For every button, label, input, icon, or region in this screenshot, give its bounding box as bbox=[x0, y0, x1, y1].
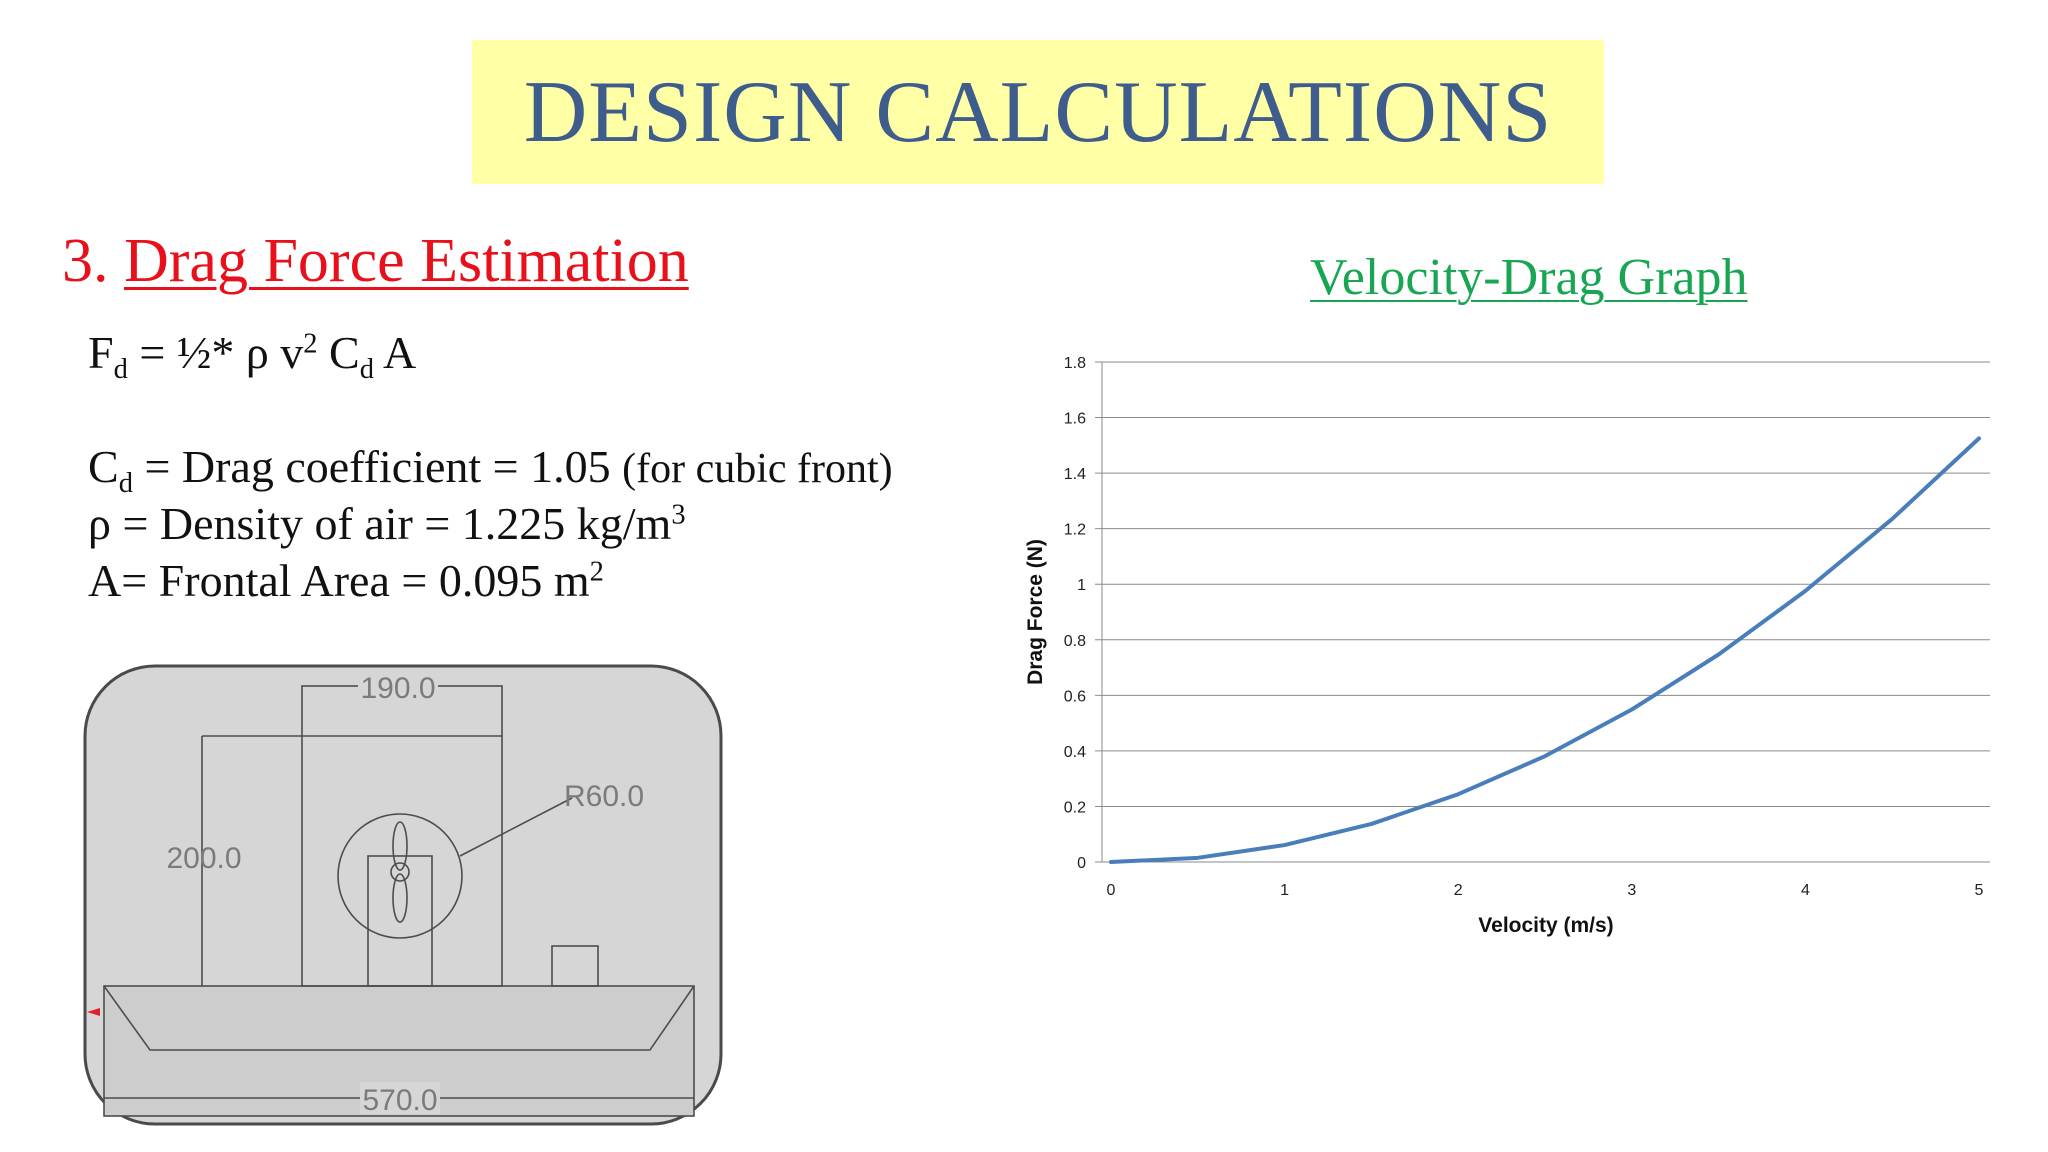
section-heading: 3. Drag Force Estimation bbox=[62, 226, 689, 297]
y-tick-label: 0.8 bbox=[1064, 633, 1086, 650]
def-area-text: A= Frontal Area = 0.095 m bbox=[88, 555, 590, 606]
x-tick-labels: 0 1 2 3 4 5 bbox=[1107, 882, 1984, 899]
def-rho-sup: 3 bbox=[671, 499, 686, 531]
y-tick-label: 1.8 bbox=[1064, 355, 1086, 372]
section-number: 3. bbox=[62, 227, 109, 295]
formula-c-sub: d bbox=[359, 353, 374, 385]
formula-eq: = bbox=[127, 327, 177, 378]
x-tick-label: 0 bbox=[1107, 882, 1116, 899]
definition-area: A= Frontal Area = 0.095 m2 bbox=[88, 554, 604, 607]
fan-hub bbox=[390, 862, 410, 882]
x-tick-label: 4 bbox=[1801, 882, 1810, 899]
fan-mount bbox=[367, 855, 433, 987]
def-cd-text: = Drag coefficient = 1.05 bbox=[132, 441, 623, 492]
dim-length: 570.0 bbox=[362, 1084, 437, 1117]
formula-f: F bbox=[88, 327, 114, 378]
radius-leader bbox=[459, 797, 573, 857]
x-tick-label: 3 bbox=[1627, 882, 1636, 899]
x-tick-label: 1 bbox=[1280, 882, 1289, 899]
x-tick-label: 2 bbox=[1454, 882, 1463, 899]
dim-height: 200.0 bbox=[166, 842, 241, 875]
def-rho-text: ρ = Density of air = 1.225 kg/m bbox=[88, 498, 672, 549]
hull-profile bbox=[103, 985, 695, 1051]
velocity-drag-chart: 0 0.2 0.4 0.6 0.8 1 1.2 1.4 1.6 1.8 0 1 2 3 4 5 Veloci… bbox=[1024, 355, 1990, 937]
small-box bbox=[551, 945, 599, 987]
y-tick-label: 0 bbox=[1077, 855, 1086, 872]
dim-width: 190.0 bbox=[360, 672, 435, 705]
formula-v-sup: 2 bbox=[303, 328, 318, 360]
x-tick-label: 5 bbox=[1975, 882, 1984, 899]
title-banner: DESIGN CALCULATIONS bbox=[472, 40, 1604, 184]
y-tick-label: 0.2 bbox=[1064, 799, 1086, 816]
definition-cd: Cd = Drag coefficient = 1.05 (for cubic … bbox=[88, 440, 893, 500]
y-tick-label: 0.4 bbox=[1064, 744, 1086, 761]
chart-grid bbox=[1095, 361, 1990, 863]
x-axis-label: Velocity (m/s) bbox=[1478, 914, 1613, 937]
section-title: Drag Force Estimation bbox=[124, 227, 689, 295]
formula-c: C bbox=[317, 327, 360, 378]
def-cd-sym: C bbox=[88, 441, 119, 492]
def-cd-sub: d bbox=[118, 467, 133, 499]
red-arrow-icon bbox=[87, 1008, 100, 1016]
fan-blade-top bbox=[392, 821, 408, 871]
drag-formula: Fd = ½* ρ v2 Cd A bbox=[88, 326, 416, 386]
formula-half: ½* ρ v bbox=[176, 327, 304, 378]
series-line bbox=[1109, 436, 1981, 864]
fan-circle bbox=[337, 813, 463, 939]
y-axis-label: Drag Force (N) bbox=[1024, 539, 1047, 685]
formula-f-sub: d bbox=[113, 353, 128, 385]
y-tick-label: 1.4 bbox=[1064, 466, 1086, 483]
width-label-bg bbox=[358, 672, 438, 702]
y-tick-label: 1 bbox=[1077, 577, 1086, 594]
formula-a: A bbox=[374, 327, 417, 378]
chart-title: Velocity-Drag Graph bbox=[1310, 249, 1748, 306]
fan-blade-bottom bbox=[392, 873, 408, 923]
chart-series bbox=[1109, 436, 1981, 864]
y-tick-label: 0.6 bbox=[1064, 688, 1086, 705]
definition-rho: ρ = Density of air = 1.225 kg/m3 bbox=[88, 497, 686, 550]
slide-title: DESIGN CALCULATIONS bbox=[523, 63, 1553, 161]
y-tick-label: 1.6 bbox=[1064, 411, 1086, 428]
length-label-bg bbox=[360, 1082, 440, 1114]
frontal-area-drawing: 190.0 200.0 R60.0 570.0 bbox=[83, 664, 723, 1126]
def-area-sup: 2 bbox=[589, 556, 604, 588]
dim-radius: R60.0 bbox=[564, 780, 644, 813]
def-cd-note: (for cubic front) bbox=[622, 446, 893, 492]
y-tick-label: 1.2 bbox=[1064, 522, 1086, 539]
y-tick-labels: 0 0.2 0.4 0.6 0.8 1 1.2 1.4 1.6 1.8 bbox=[1064, 355, 1086, 872]
